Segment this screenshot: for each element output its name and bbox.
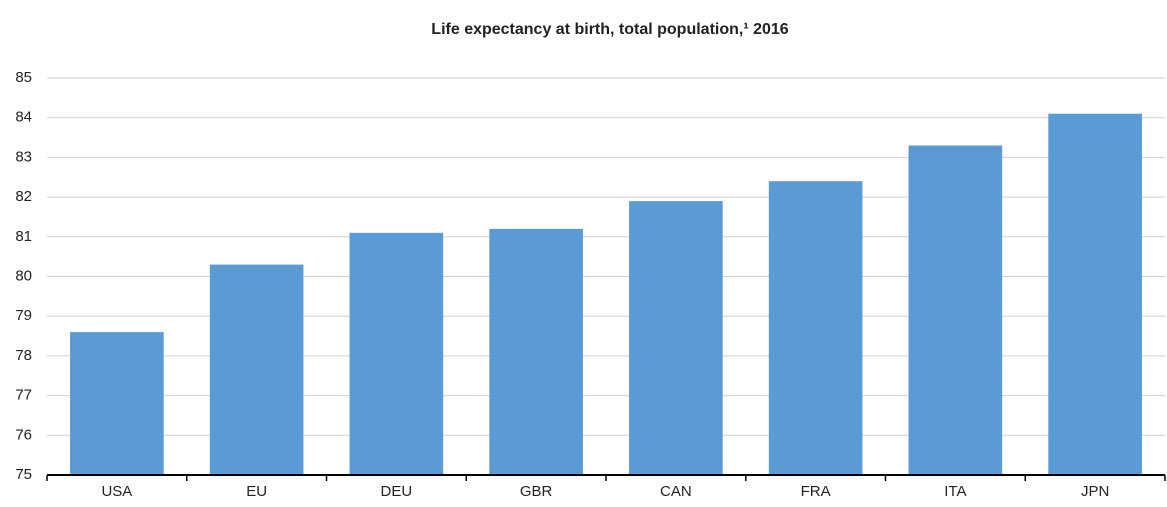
- chart-title: Life expectancy at birth, total populati…: [431, 21, 789, 38]
- x-tick-label: GBR: [520, 483, 553, 500]
- bar: [489, 228, 583, 475]
- bar: [1048, 113, 1142, 475]
- y-tick-label: 78: [15, 347, 32, 364]
- y-tick-label: 77: [15, 387, 32, 404]
- x-tick-label: EU: [246, 483, 267, 500]
- x-tick-label: JPN: [1081, 483, 1109, 500]
- y-tick-label: 80: [15, 267, 32, 284]
- bar: [70, 332, 164, 475]
- y-tick-label: 85: [15, 69, 32, 86]
- y-tick-label: 75: [15, 466, 32, 483]
- y-tick-label: 84: [15, 109, 32, 126]
- x-tick-label: CAN: [660, 483, 692, 500]
- x-tick-label: DEU: [381, 483, 413, 500]
- bar: [768, 181, 863, 475]
- bar: [908, 145, 1003, 476]
- y-tick-label: 81: [15, 228, 32, 245]
- x-tick-label: USA: [101, 483, 132, 500]
- x-tick-label: ITA: [944, 483, 966, 500]
- bar: [629, 201, 723, 475]
- x-tick-label: FRA: [801, 483, 831, 500]
- y-tick-label: 79: [15, 307, 32, 324]
- y-tick-label: 83: [15, 148, 32, 165]
- bar: [349, 232, 444, 475]
- y-tick-label: 76: [15, 426, 32, 443]
- y-tick-label: 82: [15, 188, 32, 205]
- bar: [209, 264, 304, 475]
